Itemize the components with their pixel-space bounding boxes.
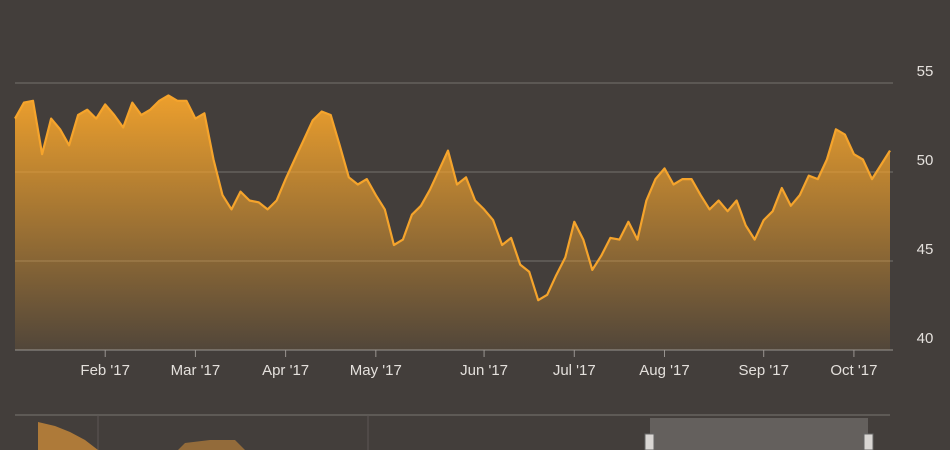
x-tick-label: Oct '17 [830, 362, 877, 379]
x-tick-label: Jun '17 [460, 362, 508, 379]
line [14, 94, 891, 302]
area-fill [15, 95, 890, 350]
y-tick-label: 55 [917, 63, 934, 80]
navigator-area [38, 422, 98, 450]
x-tick-label: Jul '17 [553, 362, 596, 379]
x-tick-label: Feb '17 [80, 362, 130, 379]
navigator[interactable] [15, 414, 890, 450]
navigator-area [178, 440, 245, 450]
x-tick-label: Sep '17 [739, 362, 789, 379]
navigator-selection[interactable] [650, 418, 868, 450]
x-tick-label: May '17 [350, 362, 402, 379]
x-tick-label: Apr '17 [262, 362, 309, 379]
navigator-handle[interactable] [644, 433, 655, 450]
y-tick-label: 50 [917, 152, 934, 169]
x-tick-label: Aug '17 [639, 362, 689, 379]
x-tick-label: Mar '17 [171, 362, 221, 379]
navigator-handle[interactable] [863, 433, 874, 450]
y-tick-label: 45 [917, 241, 934, 258]
y-tick-label: 40 [917, 330, 934, 347]
